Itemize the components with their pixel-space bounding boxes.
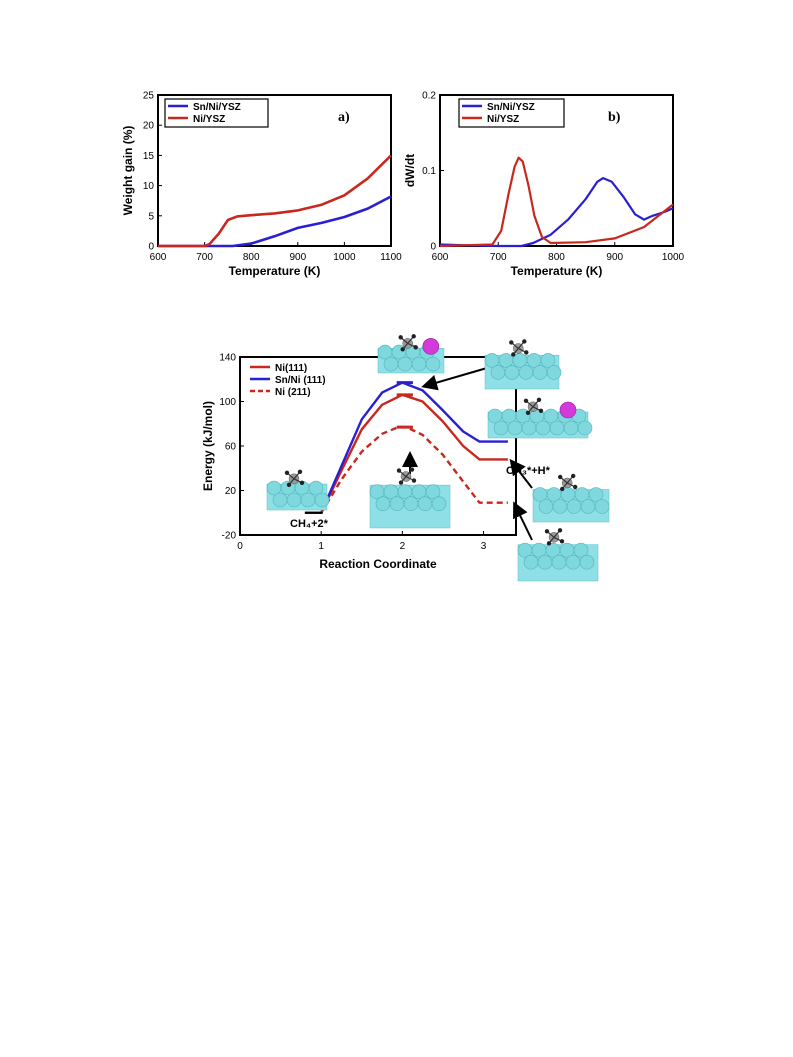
reactant-annotation: CH₄+2* [290, 518, 329, 530]
legend-label: Ni(111) [275, 363, 307, 374]
chart-a-weight-gain: 600 700 800 900 1000 1100 0 5 10 15 20 25 Temperatur… [121, 91, 402, 279]
series-line-1 [158, 154, 392, 248]
x-tick-label: 1000 [662, 252, 685, 263]
y-axis-label: Energy (kJ/mol) [201, 401, 215, 491]
legend-label: Sn/Ni (111) [275, 375, 326, 386]
legend-label: Ni/YSZ [487, 114, 519, 125]
y-axis-label: dW/dt [403, 154, 417, 187]
structure-ts-sn-ni [377, 334, 445, 374]
product-annotation: CH₃*+H* [506, 465, 551, 477]
x-axis-label: Temperature (K) [511, 264, 603, 278]
x-tick-label: 1100 [380, 252, 402, 263]
x-tick-label: 900 [289, 252, 306, 263]
x-tick-label: 800 [548, 252, 565, 263]
x-tick-label: 600 [432, 252, 449, 263]
y-tick-label: 20 [225, 486, 237, 497]
legend-box [164, 98, 269, 128]
pointer-arrow [509, 458, 533, 489]
structure-reactant [266, 469, 330, 511]
x-axis-label: Temperature (K) [229, 264, 321, 278]
chart-c-energy-profile: 0 1 2 3 -20 20 60 100 140 Reaction Coordinate Ener… [201, 353, 551, 572]
structure-product-ni111 [532, 473, 610, 523]
legend: Ni(111)Sn/Ni (111)Ni (211) [250, 363, 326, 398]
legend-box [458, 98, 565, 128]
x-tick-label: 700 [490, 252, 507, 263]
series-line-0 [439, 177, 674, 248]
legend-label: Sn/Ni/YSZ [193, 102, 241, 113]
pointer-arrow [421, 367, 488, 391]
y-tick-label: 100 [219, 397, 236, 408]
x-tick-label: 1 [318, 541, 324, 552]
structure-product-sn-ni [487, 397, 593, 439]
x-axis-label: Reaction Coordinate [319, 557, 437, 571]
panel-label: b) [608, 110, 621, 125]
legend-label: Sn/Ni/YSZ [487, 102, 535, 113]
y-tick-label: 140 [219, 353, 236, 364]
x-tick-label: 700 [196, 252, 213, 263]
y-tick-label: 10 [143, 181, 155, 192]
x-tick-label: 1000 [333, 252, 356, 263]
x-tick-label: 800 [243, 252, 260, 263]
plot-frame [157, 94, 392, 247]
series-line-2 [320, 425, 508, 514]
x-tick-label: 900 [606, 252, 623, 263]
x-tick-label: 0 [237, 541, 243, 552]
structure-ts-ni111 [484, 339, 562, 390]
series-line-0 [158, 195, 392, 248]
chart-b-dwdt: 600 700 800 900 1000 0 0.1 0.2 Temperature (K) dW… [403, 91, 685, 279]
y-tick-label: 0 [430, 242, 436, 253]
y-tick-label: 0 [148, 242, 154, 253]
panel-label: a) [338, 110, 350, 125]
legend-label: Ni (211) [275, 387, 311, 398]
y-tick-label: 20 [143, 121, 155, 132]
structure-product-ni211 [517, 528, 599, 582]
pointer-arrow [513, 501, 533, 541]
legend-label: Ni/YSZ [193, 114, 225, 125]
y-tick-label: 5 [148, 211, 154, 222]
y-tick-label: 25 [143, 91, 155, 102]
x-tick-label: 3 [481, 541, 487, 552]
y-tick-label: 60 [225, 442, 237, 453]
structure-ts-ni211 [369, 467, 451, 529]
y-tick-label: 0.1 [422, 166, 436, 177]
y-tick-label: 0.2 [422, 91, 436, 102]
x-tick-label: 600 [150, 252, 167, 263]
x-tick-label: 2 [400, 541, 406, 552]
series-line-1 [439, 156, 674, 248]
y-axis-label: Weight gain (%) [121, 126, 135, 216]
y-tick-label: 15 [143, 151, 155, 162]
y-tick-label: -20 [222, 531, 237, 542]
